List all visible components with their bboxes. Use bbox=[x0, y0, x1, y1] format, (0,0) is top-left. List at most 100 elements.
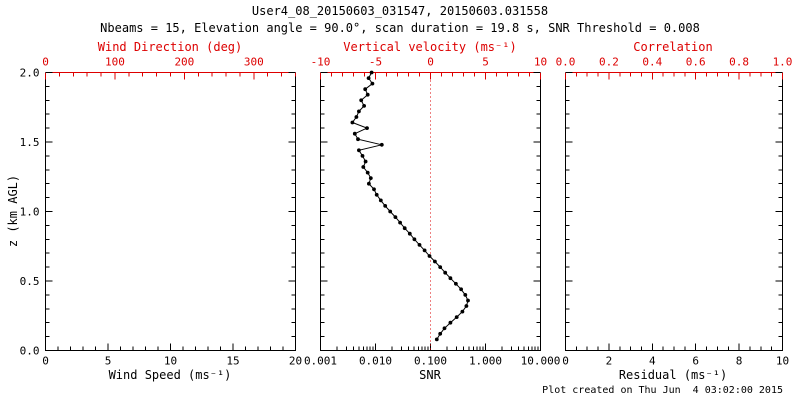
data-point bbox=[365, 92, 370, 97]
x-tick-label: 2 bbox=[606, 355, 613, 368]
x-tick-label: 0.100 bbox=[414, 355, 447, 368]
data-point bbox=[357, 109, 361, 114]
wind-speed-axis-title: Wind Speed (ms⁻¹) bbox=[108, 368, 232, 382]
snr-profile-line bbox=[351, 72, 469, 340]
panel-residual: 0 2 4 6 8 10 0.0 0.2 0.4 0.6 0.8 1.0 bbox=[556, 56, 793, 368]
top-tick-label: 0 bbox=[42, 56, 49, 69]
data-point bbox=[427, 254, 432, 258]
data-point bbox=[454, 315, 459, 319]
top-tick-label: 1.0 bbox=[773, 56, 793, 69]
data-point bbox=[361, 165, 366, 169]
data-point bbox=[366, 76, 371, 80]
data-point bbox=[352, 131, 357, 136]
plot-subtitle: Nbeams = 15, Elevation angle = 90.0°, sc… bbox=[100, 21, 700, 35]
x-tick-label: 0 bbox=[562, 355, 569, 368]
x-tick-label: 8 bbox=[736, 355, 743, 368]
data-point bbox=[442, 326, 447, 331]
panel-box bbox=[45, 72, 296, 351]
top-tick-label: 0.0 bbox=[556, 56, 576, 69]
top-tick-label: 100 bbox=[105, 56, 125, 69]
data-point bbox=[422, 248, 427, 253]
panel-snr: 0.001 0.010 0.100 1.000 10.000 -10 -5 0 5 10 bbox=[304, 56, 560, 368]
top-tick-label: 0.2 bbox=[599, 56, 619, 69]
data-point bbox=[363, 87, 368, 92]
x-tick-label: 4 bbox=[649, 355, 656, 368]
data-point bbox=[393, 215, 398, 220]
top-tick-label: 0.8 bbox=[729, 56, 749, 69]
creation-timestamp: Plot created on Thu Jun 4 03:02:00 2015 bbox=[542, 385, 783, 396]
x-tick-label: 0 bbox=[42, 355, 49, 368]
top-tick-label: -10 bbox=[311, 56, 331, 69]
data-point bbox=[363, 159, 368, 164]
data-point bbox=[365, 126, 369, 130]
x-tick-label: 10.000 bbox=[521, 355, 561, 368]
data-point bbox=[407, 231, 412, 236]
x-tick-label: 0.010 bbox=[359, 355, 392, 368]
data-point bbox=[466, 298, 470, 303]
top-tick-label: 0 bbox=[427, 56, 434, 69]
wind-direction-axis-title: Wind Direction (deg) bbox=[97, 40, 243, 54]
data-point bbox=[362, 104, 366, 108]
data-point bbox=[434, 337, 439, 342]
data-point bbox=[438, 331, 443, 336]
y-tick-label: 0.5 bbox=[20, 275, 40, 288]
data-point bbox=[463, 293, 468, 297]
data-point bbox=[354, 115, 359, 119]
data-point bbox=[433, 259, 437, 264]
data-point bbox=[448, 320, 453, 325]
data-point bbox=[459, 287, 463, 292]
y-tick-label: 2.0 bbox=[20, 67, 40, 80]
data-point bbox=[365, 170, 370, 175]
x-tick-label: 0.001 bbox=[304, 355, 337, 368]
data-point bbox=[388, 209, 393, 214]
plot-title: User4_08_20150603_031547, 20150603.03155… bbox=[251, 4, 549, 18]
data-point bbox=[356, 137, 360, 142]
y-tick-label: 1.0 bbox=[20, 206, 40, 219]
data-point bbox=[443, 270, 448, 275]
snr-axis-title: SNR bbox=[419, 368, 441, 382]
top-tick-label: -5 bbox=[369, 56, 382, 69]
x-tick-label: 10 bbox=[164, 355, 177, 368]
data-point bbox=[460, 309, 465, 314]
data-point bbox=[454, 281, 458, 286]
data-point bbox=[448, 276, 453, 281]
data-point bbox=[379, 142, 384, 147]
data-point bbox=[370, 81, 375, 86]
top-tick-label: 10 bbox=[534, 56, 547, 69]
correlation-axis-title: Correlation bbox=[633, 40, 713, 54]
data-point bbox=[367, 181, 371, 186]
top-tick-label: 0.4 bbox=[642, 56, 662, 69]
data-point bbox=[402, 226, 407, 231]
x-tick-label: 5 bbox=[105, 355, 112, 368]
x-tick-label: 1.000 bbox=[469, 355, 502, 368]
data-point bbox=[359, 98, 364, 103]
residual-axis-title: Residual (ms⁻¹) bbox=[618, 368, 728, 382]
data-point bbox=[464, 304, 469, 308]
height-axis-title: z (km AGL) bbox=[6, 174, 20, 248]
x-tick-label: 15 bbox=[226, 355, 239, 368]
data-point bbox=[360, 154, 365, 158]
x-tick-label: 20 bbox=[289, 355, 302, 368]
top-tick-label: 5 bbox=[482, 56, 489, 69]
y-tick-label: 0.0 bbox=[20, 345, 40, 358]
panel-box bbox=[565, 72, 783, 351]
data-point bbox=[378, 198, 383, 203]
x-tick-label: 10 bbox=[776, 355, 789, 368]
data-point bbox=[438, 265, 443, 269]
data-point bbox=[350, 120, 355, 125]
top-tick-label: 300 bbox=[244, 56, 264, 69]
top-tick-label: 200 bbox=[174, 56, 194, 69]
data-point bbox=[357, 148, 361, 153]
data-point bbox=[412, 237, 417, 242]
data-point bbox=[368, 176, 373, 181]
top-tick-label: 0.6 bbox=[686, 56, 706, 69]
data-point bbox=[383, 204, 388, 208]
data-point bbox=[398, 220, 402, 225]
data-point bbox=[369, 70, 374, 75]
data-point bbox=[374, 192, 379, 197]
data-point bbox=[417, 243, 422, 247]
y-tick-label: 1.5 bbox=[20, 136, 40, 149]
